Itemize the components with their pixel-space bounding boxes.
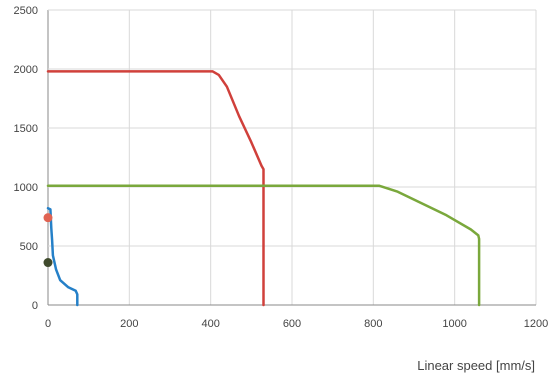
x-tick-label: 800 [364,318,382,330]
x-tick-label: 400 [201,318,219,330]
x-tick-label: 600 [283,318,301,330]
y-tick-label: 1000 [14,182,38,194]
y-tick-label: 0 [32,300,38,312]
x-tick-label: 1200 [524,318,548,330]
series-group [46,70,481,307]
series-line [46,206,79,307]
x-tick-label: 200 [120,318,138,330]
markers-group [43,213,53,268]
series-line [46,184,481,307]
x-tick-label: 1000 [442,318,466,330]
y-tick-label: 2000 [14,64,38,76]
x-axis-label: Linear speed [mm/s] [417,358,535,373]
tick-labels: 0 200 400 600 800 1000 1200 0 500 1000 1500 2000 250… [14,5,549,330]
data-point-marker [43,258,53,268]
y-tick-label: 500 [20,241,38,253]
y-tick-label: 1500 [14,123,38,135]
y-tick-label: 2500 [14,5,38,17]
series-line [46,70,265,307]
data-point-marker [43,213,53,223]
grid [47,9,537,306]
x-tick-label: 0 [45,318,51,330]
